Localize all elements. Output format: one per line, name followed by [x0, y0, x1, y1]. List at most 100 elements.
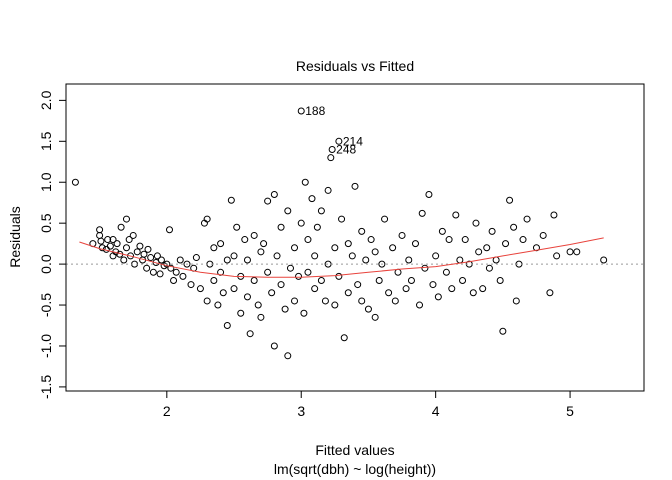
data-point	[434, 293, 442, 301]
data-point	[475, 248, 483, 256]
data-point	[459, 276, 467, 284]
data-point	[348, 252, 356, 260]
data-point	[277, 281, 285, 289]
data-point	[241, 236, 249, 244]
data-point	[510, 223, 518, 231]
data-point	[331, 244, 339, 252]
data-point	[375, 276, 383, 284]
data-point	[472, 219, 480, 227]
data-point	[506, 196, 514, 204]
data-point	[367, 236, 375, 244]
data-point	[192, 254, 200, 262]
outlier-label: 188	[305, 104, 325, 118]
data-point	[407, 276, 415, 284]
data-point	[485, 264, 493, 272]
data-point	[223, 256, 231, 264]
data-point	[71, 178, 79, 186]
points-layer	[71, 107, 608, 360]
data-point	[183, 260, 191, 268]
data-point	[300, 309, 308, 317]
data-point	[176, 256, 184, 264]
data-point	[394, 268, 402, 276]
data-point	[230, 252, 238, 260]
data-point	[398, 231, 406, 239]
data-point	[237, 309, 245, 317]
data-point	[354, 281, 362, 289]
data-point	[371, 313, 379, 321]
data-point	[254, 301, 262, 309]
data-point	[358, 227, 366, 235]
data-point	[344, 240, 352, 248]
data-point	[264, 268, 272, 276]
data-point	[502, 240, 510, 248]
data-point	[405, 256, 413, 264]
data-point	[311, 252, 319, 260]
data-point	[264, 197, 272, 205]
data-point	[203, 297, 211, 305]
data-point	[331, 301, 339, 309]
data-point	[147, 254, 155, 262]
data-point	[98, 244, 106, 252]
y-tick-label: 2.0	[38, 90, 54, 110]
outlier-label: 214	[343, 134, 363, 148]
data-point	[257, 313, 265, 321]
data-point	[127, 252, 135, 260]
data-point	[519, 236, 527, 244]
data-point	[432, 252, 440, 260]
data-point	[120, 256, 128, 264]
data-point	[196, 285, 204, 293]
data-point	[385, 289, 393, 297]
y-tick-label: 1.0	[38, 172, 54, 192]
data-point	[109, 236, 117, 244]
data-point	[260, 240, 268, 248]
data-point	[566, 248, 574, 256]
data-point	[295, 272, 303, 280]
data-point	[416, 301, 424, 309]
data-point	[344, 289, 352, 297]
data-point	[153, 252, 161, 260]
data-point	[311, 285, 319, 293]
data-point	[389, 244, 397, 252]
y-tick-label: -1.5	[38, 375, 54, 399]
data-point	[210, 276, 218, 284]
data-point	[429, 281, 437, 289]
data-point	[317, 276, 325, 284]
y-tick-label: 0.0	[38, 254, 54, 274]
data-point	[96, 231, 104, 239]
data-point	[327, 154, 335, 162]
data-point	[452, 211, 460, 219]
data-point	[243, 256, 251, 264]
data-point	[317, 207, 325, 215]
data-point	[291, 244, 299, 252]
data-point	[381, 215, 389, 223]
data-point	[144, 245, 152, 253]
data-point	[418, 209, 426, 217]
data-point	[281, 305, 289, 313]
data-point	[291, 297, 299, 305]
data-point	[340, 334, 348, 342]
y-axis: -1.5 -1.0 -0.5 0.0 0.5 1.0 1.5 2.0	[38, 90, 67, 399]
data-point	[532, 244, 540, 252]
data-point	[335, 137, 343, 145]
data-point	[351, 182, 359, 190]
data-point	[143, 264, 151, 272]
data-point	[286, 264, 294, 272]
data-point	[117, 223, 125, 231]
y-axis-label: Residuals	[7, 206, 23, 267]
data-point	[133, 248, 141, 256]
data-point	[217, 240, 225, 248]
smoother-layer	[79, 237, 604, 278]
x-tick-label: 4	[432, 403, 440, 419]
y-tick-label: 0.5	[38, 213, 54, 233]
data-point	[445, 236, 453, 244]
data-point	[233, 223, 241, 231]
data-point	[304, 268, 312, 276]
data-point	[461, 236, 469, 244]
data-point	[438, 227, 446, 235]
data-point	[304, 236, 312, 244]
data-point	[96, 226, 104, 234]
y-tick-label: -1.0	[38, 334, 54, 358]
data-point	[421, 264, 429, 272]
data-point	[600, 256, 608, 264]
